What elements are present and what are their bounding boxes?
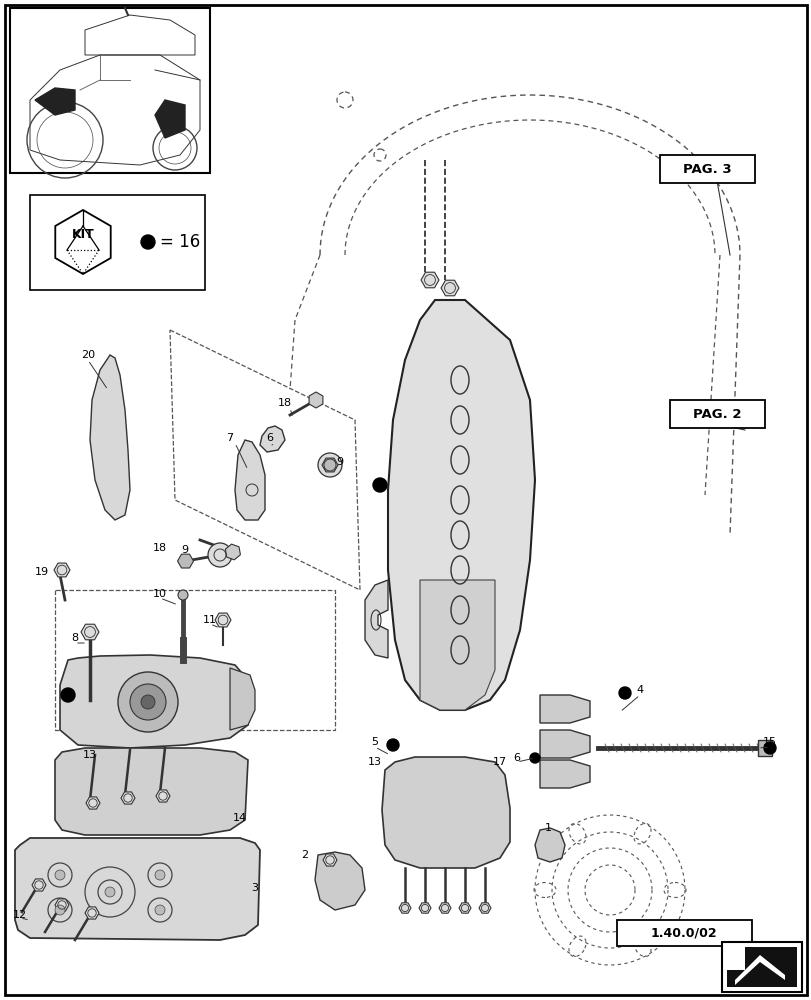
Polygon shape <box>539 695 590 723</box>
Polygon shape <box>440 280 458 296</box>
Text: 1: 1 <box>544 823 551 833</box>
Polygon shape <box>54 563 70 577</box>
Polygon shape <box>323 854 337 866</box>
Text: 18: 18 <box>152 543 167 553</box>
Polygon shape <box>178 554 193 568</box>
Circle shape <box>130 684 165 720</box>
Circle shape <box>618 687 630 699</box>
Text: 6: 6 <box>513 753 520 763</box>
Polygon shape <box>234 440 264 520</box>
Polygon shape <box>260 426 285 452</box>
Circle shape <box>387 739 398 751</box>
Text: 2: 2 <box>301 850 308 860</box>
Text: 4: 4 <box>636 685 643 695</box>
Polygon shape <box>322 458 337 472</box>
Polygon shape <box>60 655 250 748</box>
Circle shape <box>105 887 115 897</box>
Polygon shape <box>155 100 185 138</box>
Polygon shape <box>225 544 240 560</box>
Text: 9: 9 <box>181 545 188 555</box>
Bar <box>757 740 771 756</box>
Polygon shape <box>35 88 75 115</box>
Polygon shape <box>81 624 99 640</box>
Bar <box>616 920 751 946</box>
Polygon shape <box>419 580 495 710</box>
Polygon shape <box>726 947 744 970</box>
Polygon shape <box>309 392 323 408</box>
Circle shape <box>55 870 65 880</box>
Polygon shape <box>55 899 69 911</box>
Polygon shape <box>539 730 590 758</box>
Polygon shape <box>534 828 564 862</box>
Text: 15: 15 <box>762 737 776 747</box>
Circle shape <box>61 688 75 702</box>
Bar <box>10 8 210 173</box>
Polygon shape <box>418 903 431 913</box>
Text: PAG. 2: PAG. 2 <box>692 408 740 420</box>
Polygon shape <box>85 907 99 919</box>
Circle shape <box>318 453 341 477</box>
Circle shape <box>155 905 165 915</box>
Text: 17: 17 <box>492 757 506 767</box>
Text: 12: 12 <box>13 910 27 920</box>
Text: 10: 10 <box>152 589 167 599</box>
Text: 5: 5 <box>371 737 378 747</box>
Circle shape <box>530 753 539 763</box>
Text: 13: 13 <box>367 757 381 767</box>
Circle shape <box>141 235 155 249</box>
Polygon shape <box>478 903 491 913</box>
Circle shape <box>372 478 387 492</box>
Circle shape <box>55 905 65 915</box>
Polygon shape <box>230 668 255 730</box>
Polygon shape <box>398 903 410 913</box>
Polygon shape <box>539 760 590 788</box>
Text: 6: 6 <box>266 433 273 443</box>
Text: 8: 8 <box>71 633 79 643</box>
Circle shape <box>763 742 775 754</box>
Bar <box>659 155 754 183</box>
Polygon shape <box>86 797 100 809</box>
Polygon shape <box>388 300 534 710</box>
Text: 19: 19 <box>35 567 49 577</box>
Polygon shape <box>458 903 470 913</box>
Polygon shape <box>734 955 784 985</box>
Text: 20: 20 <box>81 350 95 360</box>
Text: PAG. 3: PAG. 3 <box>682 163 731 176</box>
Text: 18: 18 <box>277 398 292 408</box>
Polygon shape <box>215 613 230 627</box>
Circle shape <box>118 672 178 732</box>
Bar <box>30 195 204 290</box>
Polygon shape <box>32 879 46 891</box>
Polygon shape <box>420 272 439 288</box>
Text: 11: 11 <box>203 615 217 625</box>
Text: 7: 7 <box>226 433 234 443</box>
Polygon shape <box>726 947 796 987</box>
Polygon shape <box>726 947 796 987</box>
Text: KIT: KIT <box>71 228 94 240</box>
Circle shape <box>178 590 188 600</box>
Polygon shape <box>439 903 450 913</box>
Text: = 16: = 16 <box>160 233 200 251</box>
Text: 13: 13 <box>83 750 97 760</box>
Polygon shape <box>55 748 247 835</box>
Polygon shape <box>15 838 260 940</box>
Polygon shape <box>121 792 135 804</box>
Polygon shape <box>365 580 388 658</box>
Polygon shape <box>315 852 365 910</box>
Text: 1.40.0/02: 1.40.0/02 <box>650 926 716 939</box>
Bar <box>669 400 764 428</box>
Bar <box>721 942 801 992</box>
Polygon shape <box>381 757 509 868</box>
Circle shape <box>141 695 155 709</box>
Text: 3: 3 <box>251 883 258 893</box>
Polygon shape <box>156 790 169 802</box>
Circle shape <box>208 543 232 567</box>
Text: 9: 9 <box>336 457 343 467</box>
Polygon shape <box>90 355 130 520</box>
Circle shape <box>155 870 165 880</box>
Text: 14: 14 <box>233 813 247 823</box>
